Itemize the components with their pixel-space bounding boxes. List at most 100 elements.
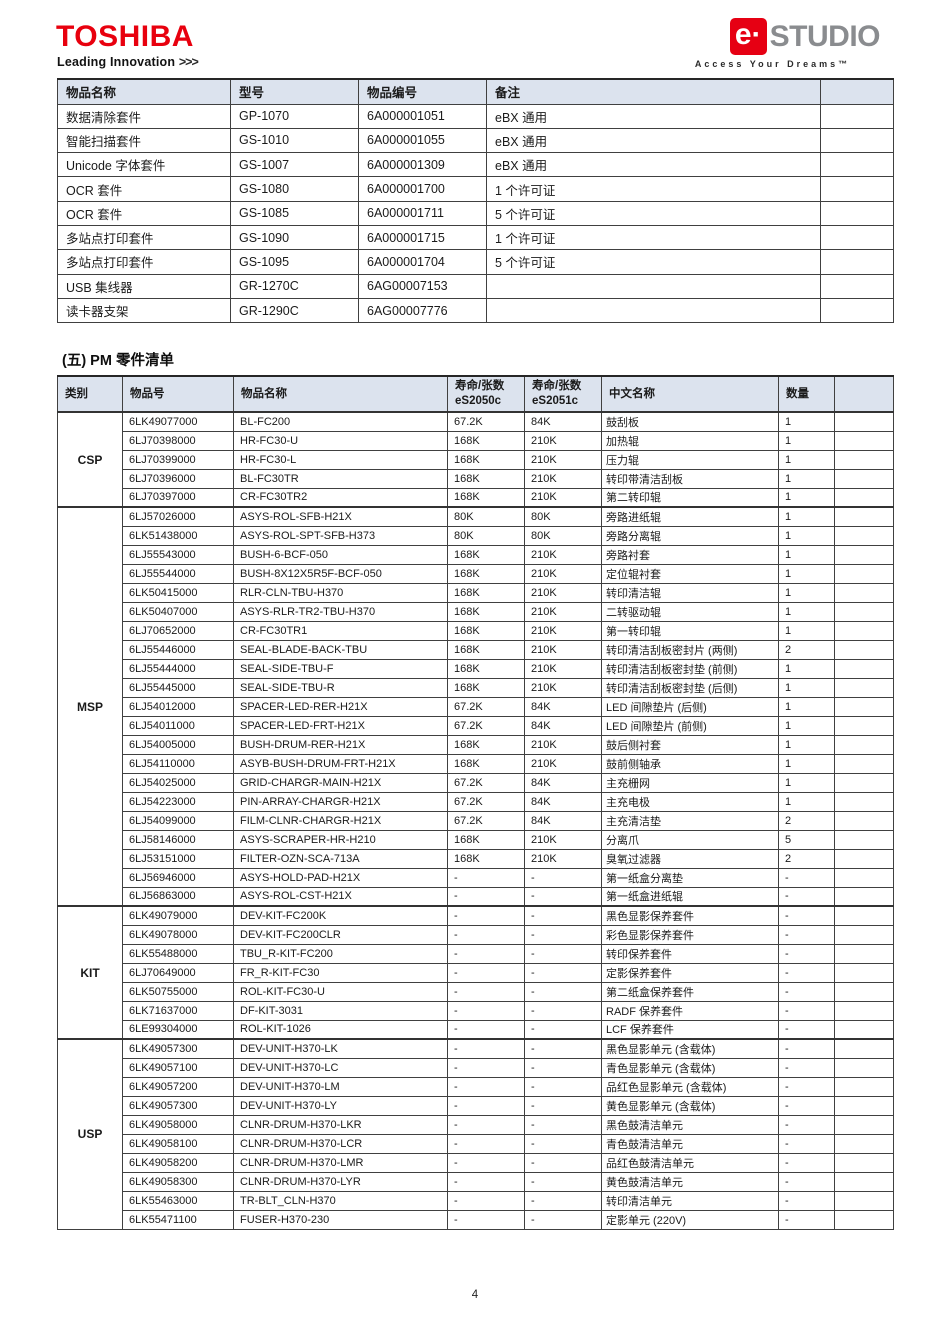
cell-part-name: ASYS-SCRAPER-HR-H210	[233, 829, 448, 850]
col-header-part-name: 物品名称	[233, 375, 448, 413]
cell-life-es2050c: -	[447, 962, 525, 983]
cell-life-es2050c: -	[447, 1171, 525, 1192]
cell-qty: 2	[778, 810, 835, 831]
table-row: 6LK71637000 DF-KIT-3031- - RADF 保养套件 -	[58, 1000, 894, 1021]
cell-part-no: 6LJ55544000	[122, 563, 234, 584]
table-row: 6LE99304000 ROL-KIT-1026- - LCF 保养套件 -	[58, 1019, 894, 1040]
cell-life-es2051c: 210K	[524, 468, 602, 489]
cell-life-es2051c: 210K	[524, 829, 602, 850]
cell-qty: 1	[778, 772, 835, 793]
cell-qty: -	[778, 1190, 835, 1211]
cell-qty: -	[778, 943, 835, 964]
cell-extra	[834, 487, 894, 508]
table-row: 6LJ55544000 BUSH-8X12X5R5F-BCF-050 168K 210…	[58, 563, 894, 584]
cell-extra	[834, 563, 894, 584]
table-row: 智能扫描套件 GS-1010 6A000001055 eBX 通用	[57, 127, 894, 154]
table-row: Unicode 字体套件 GS-1007 6A000001309 eBX 通用	[57, 152, 894, 178]
cell-cn-name: 转印清洁辊	[601, 582, 779, 603]
cell-part-name: DEV-UNIT-H370-LC	[233, 1057, 448, 1078]
cell-life-es2050c: 168K	[447, 639, 525, 660]
cell-life-es2050c: 168K	[447, 449, 525, 470]
cell-life-es2050c: 168K	[447, 468, 525, 489]
cell-item-name: 多站点打印套件	[57, 249, 231, 275]
chevrons-icon: >>>	[178, 55, 199, 69]
cell-item-name: 数据清除套件	[57, 103, 231, 129]
cell-life-es2050c: -	[447, 1133, 525, 1154]
table-row: 6LJ70398000 HR-FC30-U 168K 210K 加热辊 1	[58, 430, 894, 451]
cell-part-no: 6LJ70649000	[122, 962, 234, 983]
table-row: 6LJ55445000 SEAL-SIDE-TBU-R 168K 210K 转印清洁刮板…	[58, 677, 894, 698]
cell-life-es2051c: -	[524, 867, 602, 888]
cell-part-name: BL-FC200	[233, 411, 448, 432]
cell-part-no: 6LK49057100	[122, 1057, 234, 1078]
cell-life-es2050c: 67.2K	[447, 411, 525, 432]
cell-cn-name: 青色鼓清洁单元	[601, 1133, 779, 1154]
cell-part-name: ASYS-ROL-SFB-H21X	[233, 506, 448, 527]
category-cell: USP	[57, 1038, 123, 1230]
cell-life-es2050c: 168K	[447, 677, 525, 698]
cell-life-es2050c: 168K	[447, 563, 525, 584]
cell-qty: 1	[778, 734, 835, 755]
cell-part-no: 6LK71637000	[122, 1000, 234, 1021]
life-model-1: eS2050c	[455, 395, 502, 407]
table-row: 6LJ56863000 ASYS-ROL-CST-H21X - - 第一纸盒进纸辊 -	[58, 886, 894, 907]
cell-extra	[834, 1038, 894, 1059]
cell-cn-name: 转印清洁刮板密封垫 (后侧)	[601, 677, 779, 698]
cell-life-es2051c: 210K	[524, 734, 602, 755]
cell-part-name: SEAL-SIDE-TBU-R	[233, 677, 448, 698]
cell-part-name: DEV-KIT-FC200K	[233, 905, 448, 926]
col-header-part-no: 物品编号	[358, 78, 487, 105]
cell-life-es2050c: -	[447, 867, 525, 888]
cell-cn-name: 黄色鼓清洁单元	[601, 1171, 779, 1192]
cell-life-es2050c: -	[447, 1019, 525, 1040]
col-header-cn-name: 中文名称	[601, 375, 779, 413]
cell-extra	[834, 506, 894, 527]
cell-life-es2050c: -	[447, 1000, 525, 1021]
cell-part-no: 6LK49058000	[122, 1114, 234, 1135]
cell-qty: -	[778, 905, 835, 926]
cell-extra	[834, 1133, 894, 1154]
cell-cn-name: 主充清洁垫	[601, 810, 779, 831]
toshiba-tagline-text: Leading Innovation	[57, 55, 176, 69]
cell-model: GS-1080	[230, 176, 359, 202]
cell-part-no: 6A000001715	[358, 224, 487, 251]
cell-part-no: 6LK49057300	[122, 1095, 234, 1116]
cell-part-no: 6LJ54099000	[122, 810, 234, 831]
cell-extra	[834, 430, 894, 451]
cell-part-name: ASYS-ROL-SPT-SFB-H373	[233, 525, 448, 546]
cell-qty: -	[778, 1152, 835, 1173]
cell-part-name: CLNR-DRUM-H370-LKR	[233, 1114, 448, 1135]
cell-extra	[834, 525, 894, 546]
cell-item-name: Unicode 字体套件	[57, 152, 231, 178]
cell-extra	[820, 176, 894, 202]
cell-cn-name: 压力辊	[601, 449, 779, 470]
table-row: 6LK50415000 RLR-CLN-TBU-H370 168K 210K 转印清洁辊…	[58, 582, 894, 603]
cell-qty: -	[778, 924, 835, 945]
estudio-logo: e· STUDIO Access Your Dreams™	[665, 18, 881, 69]
cell-part-no: 6LK49058300	[122, 1171, 234, 1192]
cell-life-es2051c: 210K	[524, 658, 602, 679]
cell-cn-name: 第二转印辊	[601, 487, 779, 508]
cell-cn-name: 彩色显影保养套件	[601, 924, 779, 945]
cell-remark: 5 个许可证	[486, 249, 821, 275]
cell-life-es2051c: -	[524, 1152, 602, 1173]
cell-extra	[820, 249, 894, 275]
options-table: 物品名称 型号 物品编号 备注 数据清除套件 GP-1070 6A000001051…	[57, 78, 894, 324]
cell-life-es2050c: 168K	[447, 658, 525, 679]
table-row: 6LJ54025000 GRID-CHARGR-MAIN-H21X 67.2K 84K…	[58, 772, 894, 793]
col-header-category: 类别	[57, 375, 123, 413]
cell-life-es2051c: -	[524, 1095, 602, 1116]
cell-cn-name: 第二纸盒保养套件	[601, 981, 779, 1002]
table-row: 6LK49058000 CLNR-DRUM-H370-LKR - - 黑色鼓清洁单元 -	[58, 1114, 894, 1135]
table-row: 6LJ55543000 BUSH-6-BCF-050 168K 210K 旁路衬套 1	[58, 544, 894, 565]
cell-life-es2050c: -	[447, 1190, 525, 1211]
cell-item-name: USB 集线器	[57, 273, 231, 299]
cell-life-es2051c: -	[524, 1133, 602, 1154]
cell-life-es2051c: 210K	[524, 582, 602, 603]
cell-part-name: ASYS-ROL-CST-H21X	[233, 886, 448, 907]
cell-life-es2051c: -	[524, 1038, 602, 1059]
cell-extra	[834, 1152, 894, 1173]
cell-remark: eBX 通用	[486, 127, 821, 154]
cell-life-es2051c: 80K	[524, 506, 602, 527]
cell-extra	[834, 582, 894, 603]
